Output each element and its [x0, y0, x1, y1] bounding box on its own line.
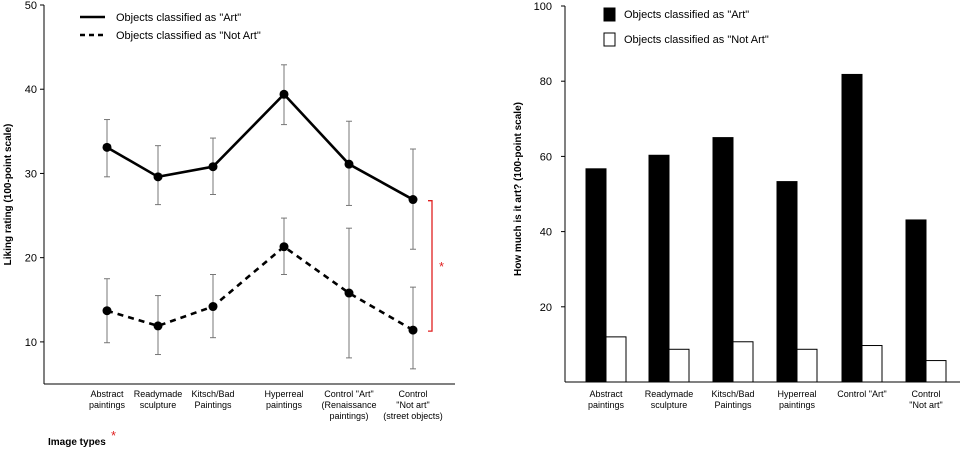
- x-category-label: sculpture: [140, 400, 177, 410]
- x-category-label: "Not art": [909, 400, 942, 410]
- data-point: [153, 172, 163, 182]
- x-category-label: Control "Art": [324, 389, 373, 399]
- series-line: [106, 92, 414, 201]
- series-line: [106, 245, 414, 332]
- x-category-label: Abstract: [589, 389, 623, 399]
- x-category-label: Kitsch/Bad: [711, 389, 754, 399]
- y-tick-label: 80: [540, 76, 552, 88]
- data-point: [344, 288, 354, 298]
- significance-bracket: [428, 200, 433, 332]
- bar: [648, 154, 670, 383]
- data-point: [208, 162, 218, 172]
- legend-label: Objects classified as "Art": [624, 9, 749, 21]
- data-point: [279, 89, 289, 99]
- bar: [668, 348, 690, 383]
- x-category-label: Control: [911, 389, 940, 399]
- legend: Objects classified as "Art" Objects class…: [603, 7, 769, 47]
- bar-chart: 20 40 60 80 100 How much is it art? (100-poin…: [513, 1, 960, 410]
- x-category-label: Control: [398, 389, 427, 399]
- x-category-label: Control "Art": [837, 389, 886, 399]
- x-category-label: (street objects): [383, 411, 443, 421]
- data-point: [408, 325, 418, 335]
- y-tick-label: 10: [25, 337, 37, 349]
- x-category-label: Hyperreal: [777, 389, 816, 399]
- bar: [841, 73, 863, 383]
- x-category-label: paintings: [779, 400, 816, 410]
- y-tick-label: 40: [540, 227, 552, 239]
- data-point: [408, 195, 418, 205]
- bar: [712, 137, 734, 383]
- x-category-label: (Renaissance: [321, 400, 376, 410]
- y-tick-label: 50: [25, 0, 37, 12]
- x-category-label: sculpture: [651, 400, 688, 410]
- legend-swatch: [603, 7, 616, 22]
- series-art: [585, 73, 927, 383]
- bar: [796, 348, 818, 383]
- y-tick-label: 30: [25, 168, 37, 180]
- y-tick-label: 20: [25, 253, 37, 265]
- x-category-label: Readymade: [134, 389, 183, 399]
- data-point: [102, 142, 112, 152]
- bar: [925, 360, 947, 383]
- x-category-label: Readymade: [645, 389, 694, 399]
- series-not-art: [605, 336, 947, 383]
- data-point: [279, 242, 289, 252]
- bar: [776, 181, 798, 383]
- x-category-label: paintings: [588, 400, 625, 410]
- legend-label: Objects classified as "Not Art": [116, 30, 261, 42]
- significance-star: *: [439, 259, 444, 274]
- x-category-label: Abstract: [90, 389, 124, 399]
- y-tick-label: 60: [540, 151, 552, 163]
- legend-swatch: [603, 32, 616, 47]
- bar: [732, 341, 754, 383]
- series-art: [102, 64, 418, 250]
- y-tick-label: 40: [25, 84, 37, 96]
- bar: [585, 168, 607, 383]
- data-point: [344, 159, 354, 169]
- x-category-label: paintings): [329, 411, 368, 421]
- y-axis-title: How much is it art? (100-point scale): [513, 102, 524, 276]
- x-axis-title: Image types: [48, 437, 106, 448]
- legend-label: Objects classified as "Not Art": [624, 34, 769, 46]
- x-category-label: Kitsch/Bad: [191, 389, 234, 399]
- x-category-label: "Not art": [396, 400, 429, 410]
- x-category-label: Paintings: [194, 400, 232, 410]
- data-point: [102, 306, 112, 316]
- x-category-label: paintings: [266, 400, 303, 410]
- data-point: [153, 321, 163, 331]
- y-tick-label: 100: [534, 1, 552, 13]
- bar: [905, 219, 927, 383]
- bar: [861, 345, 883, 383]
- x-category-label: paintings: [89, 400, 126, 410]
- legend: Objects classified as "Art" Objects class…: [80, 12, 261, 42]
- data-point: [208, 302, 218, 312]
- series-not-art: [102, 217, 418, 370]
- y-tick-label: 20: [540, 302, 552, 314]
- bar: [605, 336, 627, 383]
- x-axis-title-marker: *: [111, 428, 116, 443]
- line-chart: 10 20 30 40 50 Liking rating (100-point scale…: [3, 0, 455, 448]
- x-category-label: Hyperreal: [264, 389, 303, 399]
- legend-label: Objects classified as "Art": [116, 12, 241, 24]
- x-category-label: Paintings: [714, 400, 752, 410]
- y-axis-title: Liking rating (100-point scale): [3, 124, 14, 266]
